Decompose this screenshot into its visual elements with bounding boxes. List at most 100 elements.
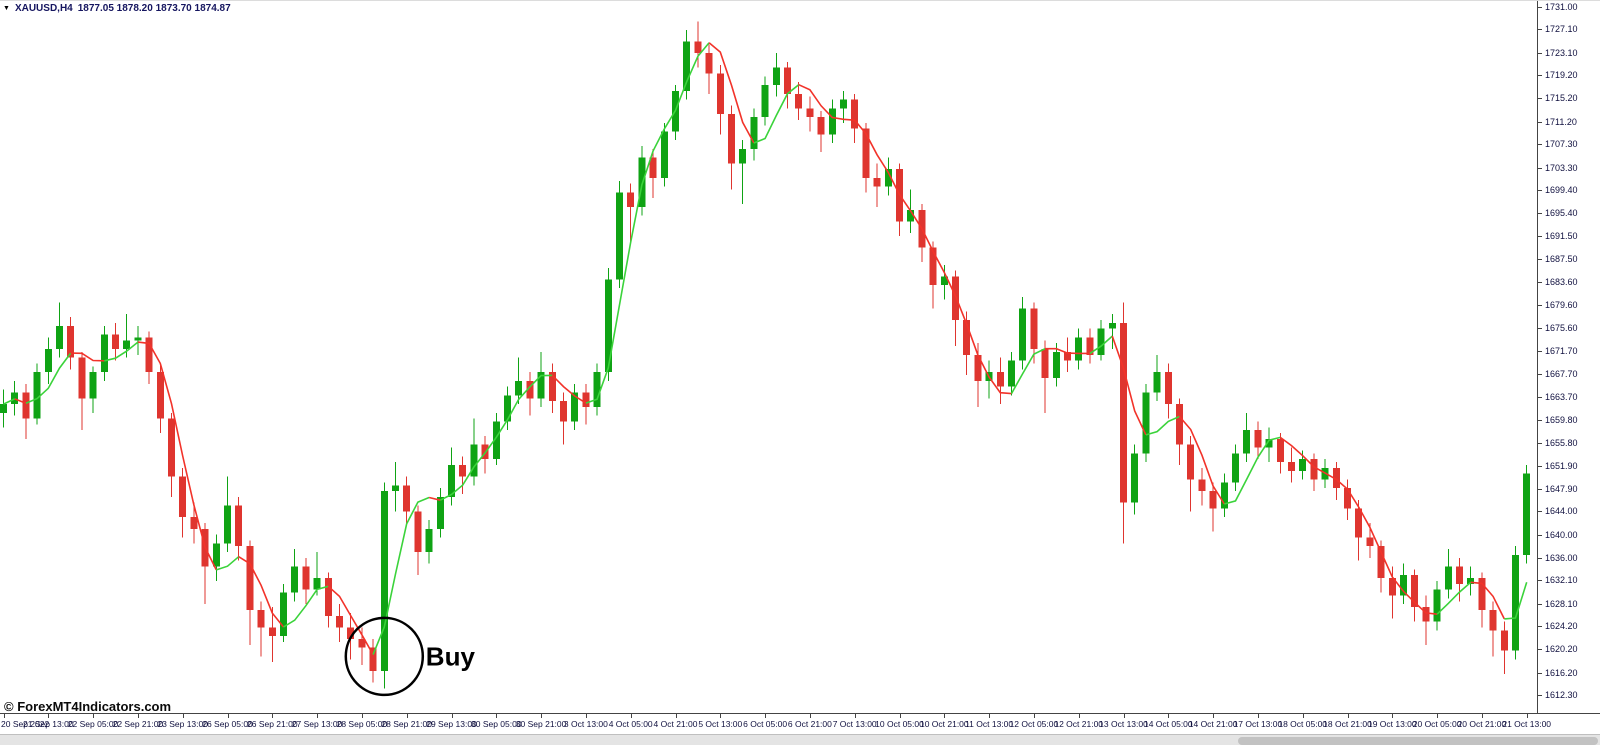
bull-candle xyxy=(1299,459,1307,471)
bull-candle xyxy=(604,279,612,373)
time-axis-label: 21 Sep 13:00 xyxy=(23,719,74,729)
time-axis-label: 12 Oct 05:00 xyxy=(1009,719,1059,729)
time-axis-tick xyxy=(93,714,95,718)
time-axis-tick xyxy=(1347,714,1349,718)
bear-candle xyxy=(1377,546,1385,579)
time-axis-label: 3 Oct 13:00 xyxy=(563,719,608,729)
bear-candle xyxy=(1030,308,1038,349)
bear-candle xyxy=(235,505,243,547)
bull-candle xyxy=(504,395,511,422)
price-axis-label: 1636.00 xyxy=(1545,552,1578,563)
bull-candle xyxy=(1400,575,1407,596)
price-axis-tick xyxy=(1538,52,1542,54)
price-axis-tick xyxy=(1538,144,1542,146)
ma-segment-up xyxy=(585,42,710,404)
price-axis-label: 1624.20 xyxy=(1545,621,1578,632)
price-axis-tick xyxy=(1538,511,1542,513)
bear-candle xyxy=(369,647,377,671)
time-axis-tick xyxy=(1257,714,1259,718)
bull-candle xyxy=(1232,453,1239,483)
price-axis[interactable]: 1731.00 1727.10 1723.10 1719.20 1715.20 1711.… xyxy=(1537,1,1600,713)
time-axis-label: 22 Sep 21:00 xyxy=(112,719,164,729)
bear-candle xyxy=(1489,610,1497,631)
bull-candle xyxy=(56,325,63,349)
time-axis-label: 4 Oct 05:00 xyxy=(608,719,653,729)
time-axis-tick xyxy=(854,714,856,718)
copyright-watermark: © ForexMT4Indicators.com xyxy=(4,699,172,714)
bull-candle xyxy=(470,444,478,477)
time-axis-tick xyxy=(1392,714,1394,718)
bull-candle xyxy=(1523,473,1531,555)
time-axis-label: 5 Oct 13:00 xyxy=(698,719,743,729)
candlestick-chart[interactable]: Buy xyxy=(0,1,1537,713)
bear-candle xyxy=(728,114,735,164)
ma-segment-down xyxy=(551,374,587,404)
time-axis-label: 4 Oct 21:00 xyxy=(653,719,698,729)
bear-candle xyxy=(1388,578,1396,596)
ma-segment-down xyxy=(798,83,1012,395)
ma-segment-up xyxy=(439,374,553,501)
price-axis-tick xyxy=(1538,419,1542,421)
time-axis-label: 28 Sep 21:00 xyxy=(381,719,432,729)
bear-candle xyxy=(996,372,1004,387)
bull-candle xyxy=(884,169,892,187)
time-axis-label: 10 Oct 05:00 xyxy=(875,719,924,729)
ma-segment-down xyxy=(1111,335,1147,436)
price-axis-label: 1703.30 xyxy=(1545,162,1578,173)
bear-candle xyxy=(1254,430,1262,448)
price-axis-tick xyxy=(1538,557,1542,559)
bull-candle xyxy=(11,392,19,405)
time-axis-label: 7 Oct 13:00 xyxy=(832,719,877,729)
bear-candle xyxy=(403,485,411,512)
time-axis-label: 14 Oct 21:00 xyxy=(1188,719,1238,729)
bear-candle xyxy=(1478,578,1486,610)
time-axis-label: 14 Oct 05:00 xyxy=(1143,719,1193,729)
price-axis-label: 1695.40 xyxy=(1545,208,1578,219)
price-axis-tick xyxy=(1538,121,1542,123)
time-axis-label: 10 Oct 21:00 xyxy=(919,719,969,729)
time-axis-tick xyxy=(1437,714,1439,718)
bear-candle xyxy=(1422,607,1430,622)
symbol-timeframe-label: XAUUSD,H4 xyxy=(14,3,73,14)
bull-candle xyxy=(212,543,220,567)
time-axis-label: 18 Oct 05:00 xyxy=(1278,719,1328,729)
price-axis-tick xyxy=(1538,397,1542,399)
time-axis-label: 29 Sep 13:00 xyxy=(426,719,477,729)
price-axis-label: 1675.60 xyxy=(1545,323,1578,334)
bull-candle xyxy=(940,276,948,286)
scrollbar-thumb[interactable] xyxy=(1238,737,1598,745)
bear-candle xyxy=(156,372,164,419)
price-axis-tick xyxy=(1538,534,1542,536)
bear-candle xyxy=(862,128,870,178)
horizontal-scrollbar[interactable] xyxy=(0,734,1600,745)
bear-candle xyxy=(929,247,937,286)
ma-segment-down xyxy=(14,398,27,404)
time-axis-tick xyxy=(541,714,543,718)
bear-candle xyxy=(336,615,343,628)
time-axis[interactable]: 20 Sep 2022 21 Sep 13:00 22 Sep 05:00 22 Se… xyxy=(0,713,1600,734)
time-axis-tick xyxy=(48,714,50,718)
bear-candle xyxy=(716,73,724,115)
ma-segment-up xyxy=(1224,436,1281,505)
bull-candle xyxy=(1142,392,1150,454)
time-axis-tick xyxy=(317,714,319,718)
bull-candle xyxy=(750,117,758,149)
price-axis-label: 1727.10 xyxy=(1545,24,1578,35)
time-axis-label: 17 Oct 13:00 xyxy=(1233,719,1283,729)
bull-candle xyxy=(291,566,299,593)
bull-candle xyxy=(593,372,601,407)
time-axis-tick xyxy=(989,714,991,718)
price-axis-label: 1655.80 xyxy=(1545,438,1578,448)
symbol-dropdown-icon[interactable]: ▼ xyxy=(3,5,10,12)
bear-candle xyxy=(694,41,702,54)
bull-candle xyxy=(1467,578,1475,584)
ma-segment-up xyxy=(216,556,240,571)
bull-candle xyxy=(660,131,668,178)
price-axis-label: 1715.20 xyxy=(1545,93,1578,104)
time-axis-tick xyxy=(182,714,184,718)
ma-segment-up xyxy=(1089,335,1113,355)
price-axis-label: 1628.10 xyxy=(1545,598,1578,609)
bull-candle xyxy=(907,209,915,222)
price-axis-label: 1640.00 xyxy=(1545,529,1578,540)
bear-candle xyxy=(1366,537,1374,547)
